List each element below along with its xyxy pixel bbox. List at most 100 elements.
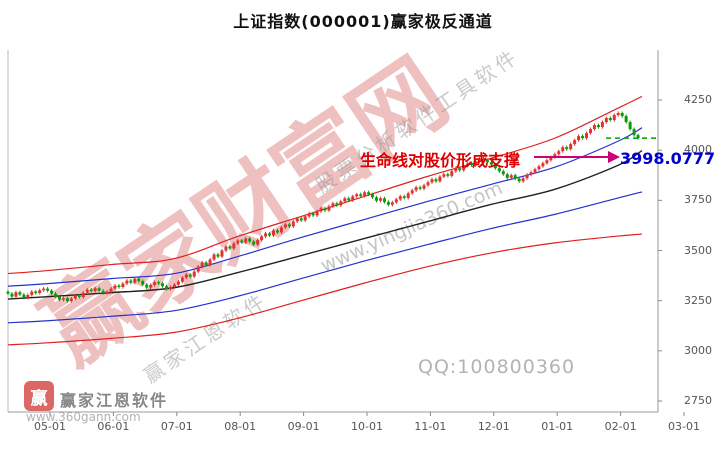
candle	[153, 282, 157, 286]
x-axis-label: 02-01	[604, 420, 637, 433]
candle	[141, 281, 145, 285]
candle	[525, 174, 529, 179]
candle	[347, 198, 351, 201]
candle	[505, 174, 509, 178]
x-axis-label: 10-01	[351, 420, 383, 433]
x-axis-label: 03-01	[668, 420, 700, 433]
inner-upper-blue	[7, 127, 643, 287]
candle	[248, 238, 252, 242]
candle	[573, 140, 577, 145]
candle	[470, 163, 474, 166]
candle	[394, 199, 398, 203]
candle	[458, 168, 462, 171]
candle	[454, 168, 458, 172]
candle	[359, 194, 363, 196]
inner-lower-blue	[7, 191, 643, 324]
candle	[382, 198, 386, 202]
candle	[596, 125, 600, 128]
x-axis-label: 11-01	[414, 420, 447, 433]
candle	[244, 238, 248, 243]
candle	[279, 227, 283, 233]
candle	[327, 206, 331, 211]
candle	[565, 147, 569, 150]
candle	[442, 174, 446, 177]
candle	[375, 197, 379, 201]
candle	[636, 135, 640, 139]
candle	[371, 194, 375, 198]
candle	[133, 278, 137, 283]
candle	[557, 151, 561, 155]
candle	[426, 182, 430, 186]
candle	[569, 144, 573, 150]
candle	[553, 154, 557, 158]
chart-title: 上证指数(000001)赢家极反通道	[233, 12, 493, 31]
candle	[450, 171, 454, 176]
candle	[232, 243, 236, 249]
candle	[6, 291, 10, 294]
candle	[577, 136, 581, 141]
candle	[474, 161, 478, 166]
candle	[224, 246, 228, 251]
candle	[117, 285, 121, 288]
candle	[331, 203, 335, 207]
candle	[549, 157, 553, 161]
y-axis-label: 4250	[684, 93, 712, 106]
candle	[585, 133, 589, 139]
candle	[30, 291, 34, 296]
candle	[608, 118, 612, 121]
candle	[351, 196, 355, 201]
candle	[204, 262, 208, 265]
candle	[14, 292, 18, 297]
candle	[632, 129, 636, 136]
candle	[34, 291, 38, 294]
candle	[157, 282, 161, 284]
candle	[311, 213, 315, 216]
candle	[196, 266, 200, 272]
candle	[129, 280, 133, 283]
y-axis-label: 2750	[684, 394, 712, 407]
candle	[592, 125, 596, 130]
candle	[414, 187, 418, 191]
candle	[188, 274, 192, 277]
candle	[545, 160, 549, 164]
candle	[61, 298, 65, 300]
candle	[113, 285, 117, 289]
candle	[77, 295, 81, 298]
candle	[533, 169, 537, 173]
candle	[323, 208, 327, 211]
candle	[339, 201, 343, 206]
candle	[10, 293, 14, 297]
candle	[466, 163, 470, 166]
candle	[612, 115, 616, 121]
candle	[73, 295, 77, 299]
candle	[97, 288, 101, 291]
candle	[220, 250, 224, 257]
x-axis-label: 12-01	[477, 420, 510, 433]
candle	[434, 179, 438, 182]
candle	[101, 290, 105, 294]
y-axis-label: 3500	[684, 243, 712, 257]
candle	[398, 196, 402, 200]
y-axis-label: 4000	[684, 143, 712, 157]
life-line-black	[7, 149, 643, 300]
candle	[418, 187, 422, 189]
candle	[18, 292, 22, 295]
candle	[121, 283, 125, 288]
candle	[260, 236, 264, 241]
candle	[295, 218, 299, 222]
candle	[200, 262, 204, 267]
y-axis-label: 3250	[684, 293, 712, 307]
candle	[168, 287, 172, 290]
candle	[137, 278, 141, 282]
candle	[271, 230, 275, 236]
outer-lower-red	[7, 233, 643, 346]
candle	[343, 198, 347, 202]
candle	[192, 271, 196, 277]
candle	[378, 198, 382, 201]
outer-upper-red	[7, 95, 643, 275]
candle	[26, 295, 30, 298]
candle	[93, 288, 97, 292]
candle	[149, 285, 153, 288]
candle	[501, 171, 505, 175]
